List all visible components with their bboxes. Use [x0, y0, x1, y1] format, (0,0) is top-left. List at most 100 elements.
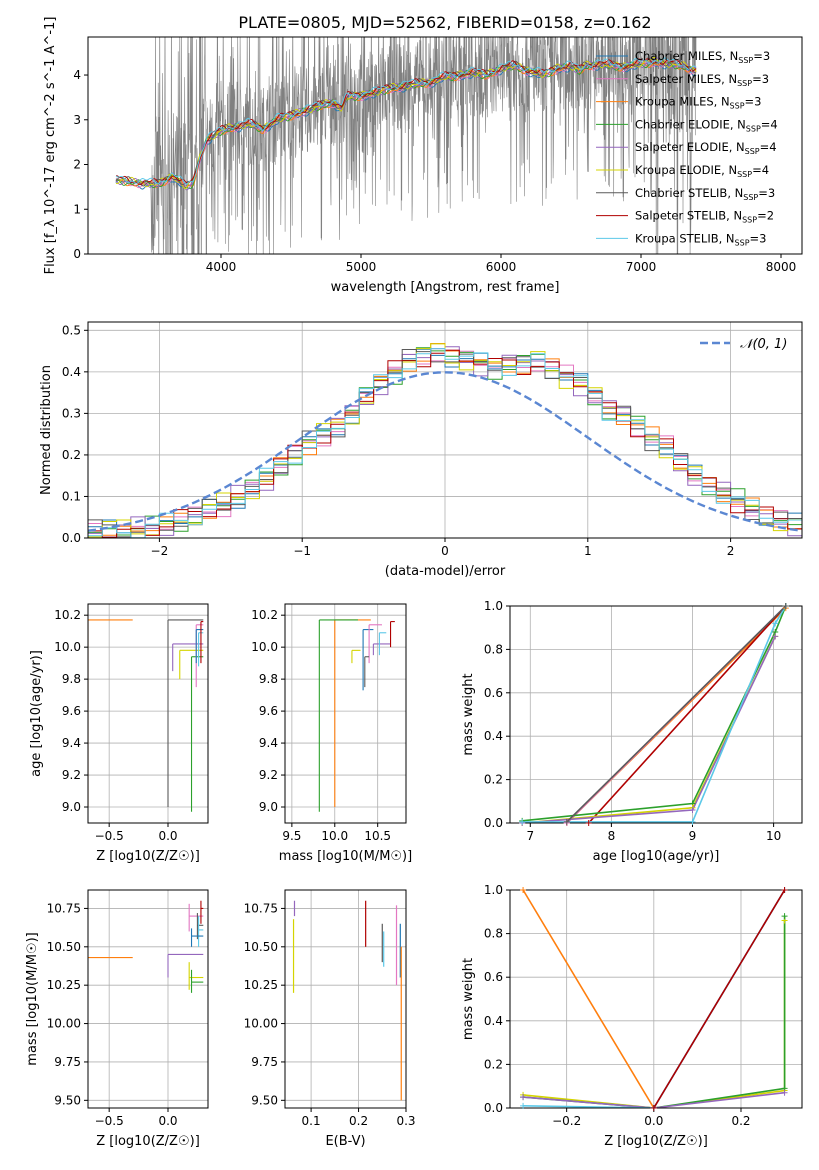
- legend-count: =4: [760, 140, 777, 154]
- y-tick-label: 0.6: [484, 970, 503, 984]
- weight-marker-4-0: [520, 1102, 527, 1109]
- histogram-6: [88, 349, 802, 538]
- y-axis-label: mass [log10(M/M☉)]: [25, 932, 40, 1065]
- legend-label-4: Salpeter ELODIE, NSSP=4: [635, 140, 777, 156]
- axes-frame: [509, 605, 803, 824]
- y-tick-label: 4: [73, 68, 81, 82]
- y-tick-label: 0: [73, 247, 81, 261]
- x-axis-label: Z [log10(Z/Z☉)]: [604, 1134, 708, 1149]
- weight-marker-6-0: [650, 1105, 657, 1111]
- x-tick-label: 0: [441, 544, 449, 558]
- observed-spectrum: [115, 37, 697, 254]
- axes-frame: [87, 603, 209, 824]
- y-tick-label: 10.25: [244, 978, 278, 992]
- y-tick-label: 1.0: [484, 599, 503, 613]
- legend-label-1: Salpeter MILES, NSSP=3: [635, 72, 769, 88]
- weight-line-4: [522, 606, 787, 822]
- y-tick-label: 9.75: [54, 1055, 81, 1069]
- legend-count: =3: [758, 186, 775, 200]
- weight-marker-3-2: [781, 1089, 788, 1096]
- x-tick-label: 0.1: [302, 1114, 321, 1128]
- weight-marker-6-1: [689, 806, 696, 813]
- weight-line-7: [522, 606, 787, 823]
- y-tick-label: 10.50: [47, 940, 81, 954]
- y-axis-label: mass weight: [461, 958, 476, 1040]
- legend-label-0: Chabrier MILES, NSSP=3: [635, 49, 770, 65]
- spectrum-legend: Chabrier MILES, NSSP=3 Salpeter MILES, NS…: [596, 49, 778, 247]
- x-tick-label: −2: [151, 544, 169, 558]
- plot-area: [115, 37, 697, 254]
- y-tick-label: 0.2: [62, 448, 81, 462]
- plot-area: [88, 900, 204, 993]
- weight-marker-7-2: [772, 620, 779, 627]
- y-tick-label: 2: [73, 158, 81, 172]
- y-axis-label: mass weight: [461, 673, 476, 755]
- y-tick-label: 0.4: [484, 1014, 503, 1028]
- y-tick-label: 9.2: [259, 768, 278, 782]
- x-tick-label: 7000: [626, 260, 657, 274]
- legend-label-6: Chabrier STELIB, NSSP=3: [635, 186, 775, 202]
- panel-residuals: −2 −1 0 1 2 0.0 0.1 0.2 0.3 0.4 0.5 (data-model)/er…: [39, 321, 803, 579]
- x-tick-label: 0.0: [644, 1114, 663, 1128]
- x-axis-label: Z [log10(Z/Z☉)]: [96, 849, 200, 864]
- y-axis-label: Flux [f_λ 10^-17 erg cm^-2 s^-1 A^-1]: [43, 17, 58, 275]
- y-tick-label: 10.00: [47, 1017, 81, 1031]
- y-tick-label: 0.2: [484, 773, 503, 787]
- y-tick-label: 0.2: [484, 1057, 503, 1071]
- panel-mass-age: 9.5 10.0 10.5 9.0 9.2 9.4 9.6 9.8 10.0 10.2 mass […: [251, 603, 412, 864]
- x-tick-label: 8: [608, 829, 616, 843]
- x-tick-label: 10: [766, 829, 781, 843]
- x-axis-label: E(B-V): [325, 1134, 365, 1149]
- legend-count: =3: [753, 49, 770, 63]
- weight-line-8: [566, 606, 787, 823]
- legend-count: =3: [745, 95, 762, 109]
- x-tick-label: 0.2: [349, 1114, 368, 1128]
- y-tick-label: 1.0: [484, 883, 503, 897]
- legend-count: =3: [752, 72, 769, 86]
- y-tick-label: 0.0: [62, 531, 81, 545]
- y-tick-label: 3: [73, 113, 81, 127]
- weight-marker-3-0: [585, 820, 592, 826]
- axes-frame: [284, 889, 407, 1109]
- weight-marker-2-3: [781, 913, 788, 920]
- x-tick-label: 8000: [766, 260, 797, 274]
- y-tick-label: 9.6: [259, 704, 278, 718]
- legend-label-8: Kroupa STELIB, NSSP=3: [635, 231, 766, 247]
- plot-area: [88, 343, 802, 538]
- weight-marker-3-0: [520, 1094, 527, 1101]
- y-tick-label: 0.8: [484, 927, 503, 941]
- legend-sub: SSP: [738, 56, 753, 65]
- x-tick-label: 10.5: [364, 829, 391, 843]
- legend-label-3: Chabrier ELODIE, NSSP=4: [635, 117, 778, 133]
- plot-area: [318, 619, 395, 812]
- y-tick-label: 0.5: [62, 323, 81, 337]
- legend-sub: SSP: [746, 124, 761, 133]
- y-tick-label: 0.3: [62, 406, 81, 420]
- x-tick-label: 7: [526, 829, 534, 843]
- y-axis-label: age [log10(age/yr)]: [29, 650, 44, 777]
- legend-sub: SSP: [737, 170, 752, 179]
- y-tick-label: 1: [73, 202, 81, 216]
- figure-title: PLATE=0805, MJD=52562, FIBERID=0158, z=0…: [238, 13, 651, 32]
- y-tick-label: 9.50: [54, 1093, 81, 1107]
- y-tick-label: 10.00: [244, 1017, 278, 1031]
- x-axis-label: wavelength [Angstrom, rest frame]: [331, 280, 560, 295]
- y-tick-label: 9.50: [251, 1093, 278, 1107]
- model-spectrum-6: [115, 57, 697, 187]
- x-tick-label: 2: [727, 544, 735, 558]
- legend-sub: SSP: [730, 102, 745, 111]
- weight-marker-7-0: [519, 818, 526, 825]
- weight-line-0: [522, 890, 655, 1108]
- y-tick-label: 0.0: [484, 816, 503, 830]
- weight-marker-8-1: [782, 603, 789, 609]
- y-tick-label: 10.50: [244, 940, 278, 954]
- weight-marker-0-0: [520, 887, 527, 893]
- y-tick-label: 9.4: [259, 736, 278, 750]
- y-tick-label: 9.8: [259, 672, 278, 686]
- x-tick-label: −1: [293, 544, 311, 558]
- y-axis-label: Normed distribution: [39, 365, 54, 495]
- y-tick-label: 0.6: [484, 686, 503, 700]
- legend-sub: SSP: [743, 193, 758, 202]
- panel-age-weight: 7 8 9 10 0.0 0.2 0.4 0.6 0.8 1.0 age [log10(age/yr…: [461, 599, 803, 864]
